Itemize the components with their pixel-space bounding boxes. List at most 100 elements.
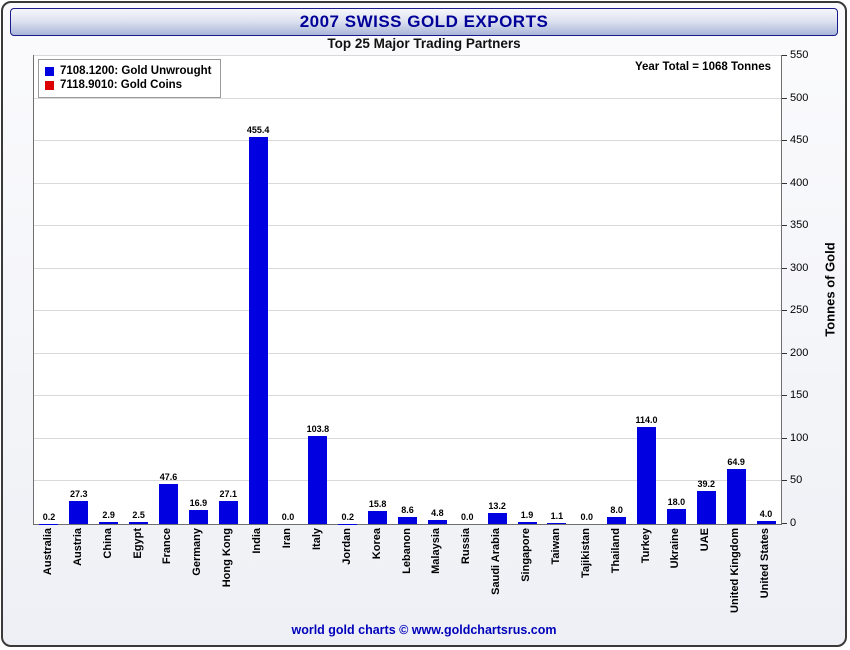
y-tick-label: 100	[790, 431, 809, 444]
x-axis-label: Iran	[280, 528, 293, 549]
x-axis-label: Germany	[191, 528, 204, 576]
x-axis-label: France	[161, 528, 174, 565]
gridline	[34, 310, 781, 312]
bar-value-label: 103.8	[306, 423, 330, 434]
bar-germany	[188, 509, 208, 524]
bar-value-label: 0.0	[460, 512, 474, 522]
chart-subtitle: Top 25 Major Trading Partners	[327, 36, 521, 51]
bar-value-label: 47.6	[159, 471, 178, 482]
bar-value-label: 0.0	[281, 512, 295, 522]
x-axis-label: Russia	[460, 528, 473, 565]
legend: 7108.1200: Gold Unwrought 7118.9010: Gol…	[38, 59, 222, 98]
bar-value-label: 0.0	[580, 512, 594, 522]
bar-austria	[69, 500, 89, 524]
y-tick-mark	[782, 140, 787, 142]
title-bar: 2007 SWISS GOLD EXPORTS	[10, 8, 838, 36]
bar-value-label: 15.8	[368, 498, 387, 509]
y-tick-label: 250	[790, 304, 809, 317]
bar-value-label: 1.1	[550, 511, 564, 522]
gridline	[34, 395, 781, 397]
x-axis-label: India	[251, 528, 264, 554]
y-tick-label: 550	[790, 49, 809, 61]
y-axis-title: Tonnes of Gold	[822, 241, 838, 337]
x-axis-label: UAE	[699, 528, 712, 552]
bar-value-label: 8.0	[610, 505, 623, 516]
y-tick-label: 400	[790, 176, 809, 189]
legend-label: 7118.9010: Gold Coins	[60, 79, 183, 91]
bar-value-label: 13.2	[488, 500, 506, 511]
x-axis-label: United States	[759, 528, 772, 599]
plot-area: 7108.1200: Gold Unwrought 7118.9010: Gol…	[33, 55, 782, 525]
bar-value-label: 16.9	[189, 497, 208, 508]
bar-france	[158, 483, 178, 524]
y-tick-label: 500	[790, 91, 809, 104]
x-axis-label: Lebanon	[400, 528, 413, 574]
y-tick-mark	[782, 480, 787, 482]
bar-value-label: 27.1	[219, 488, 237, 499]
gridline	[34, 225, 781, 227]
bar-value-label: 18.0	[667, 496, 686, 507]
legend-label: 7108.1200: Gold Unwrought	[60, 65, 212, 77]
y-tick-label: 450	[790, 134, 809, 147]
y-tick-mark	[782, 395, 787, 397]
gridline	[34, 437, 781, 439]
gridline	[34, 267, 781, 269]
y-tick-mark	[782, 55, 787, 56]
y-tick-mark	[782, 437, 787, 439]
bar-malaysia	[427, 519, 447, 524]
bar-value-label: 1.9	[520, 510, 534, 521]
x-axis-label: Korea	[370, 528, 383, 560]
y-tick-label: 300	[790, 261, 809, 274]
y-tick-mark	[782, 310, 787, 312]
bar-value-label: 0.2	[42, 511, 56, 522]
bar-value-label: 455.4	[246, 124, 270, 135]
bar-china	[99, 521, 119, 524]
legend-swatch-red-icon	[45, 80, 54, 90]
legend-item-gold-coins: 7118.9010: Gold Coins	[45, 79, 211, 91]
y-tick-mark	[782, 267, 787, 269]
y-tick-label: 0	[790, 517, 797, 529]
y-tick-label: 350	[790, 219, 809, 232]
footer-credit: world gold charts © www.goldchartsrus.co…	[291, 623, 557, 637]
bar-value-label: 8.6	[401, 504, 414, 515]
gridline	[34, 480, 781, 482]
bar-value-label: 4.0	[759, 508, 773, 519]
bar-united-states	[756, 520, 776, 524]
x-axis-label: Singapore	[520, 528, 533, 582]
x-axis-label: Hong Kong	[221, 528, 234, 588]
y-tick-mark	[782, 523, 787, 524]
bar-uae	[696, 490, 716, 524]
bar-value-label: 114.0	[635, 415, 658, 425]
bar-india	[248, 136, 268, 524]
bar-value-label: 4.8	[431, 507, 444, 518]
x-axis-label: China	[101, 528, 114, 559]
bar-hong-kong	[218, 500, 238, 524]
bar-taiwan	[547, 523, 567, 524]
y-tick-label: 200	[790, 346, 809, 359]
bar-italy	[308, 435, 328, 524]
gridline	[34, 140, 781, 142]
x-axis-label: Thailand	[609, 528, 622, 574]
chart-title: 2007 SWISS GOLD EXPORTS	[299, 12, 549, 31]
x-axis-label: Italy	[310, 528, 323, 551]
y-tick-mark	[782, 225, 787, 227]
x-axis-label: Australia	[41, 528, 54, 576]
x-axis-label: Taiwan	[549, 528, 562, 565]
year-total-annotation: Year Total = 1068 Tonnes	[634, 61, 771, 73]
bar-value-label: 2.9	[102, 509, 115, 520]
gridline	[34, 55, 781, 56]
y-tick-mark	[782, 182, 787, 184]
y-tick-mark	[782, 352, 787, 354]
y-tick-mark	[782, 97, 787, 99]
bar-egypt	[129, 521, 149, 524]
bar-lebanon	[398, 516, 417, 524]
bar-ukraine	[666, 508, 686, 524]
x-axis-label: Saudi Arabia	[490, 528, 503, 595]
legend-swatch-blue-icon	[45, 66, 54, 76]
bar-turkey	[637, 427, 657, 524]
x-axis-label: Jordan	[340, 528, 353, 565]
bar-united-kingdom	[726, 468, 746, 524]
x-axis-label: Turkey	[639, 528, 652, 564]
bar-saudi-arabia	[487, 512, 507, 524]
